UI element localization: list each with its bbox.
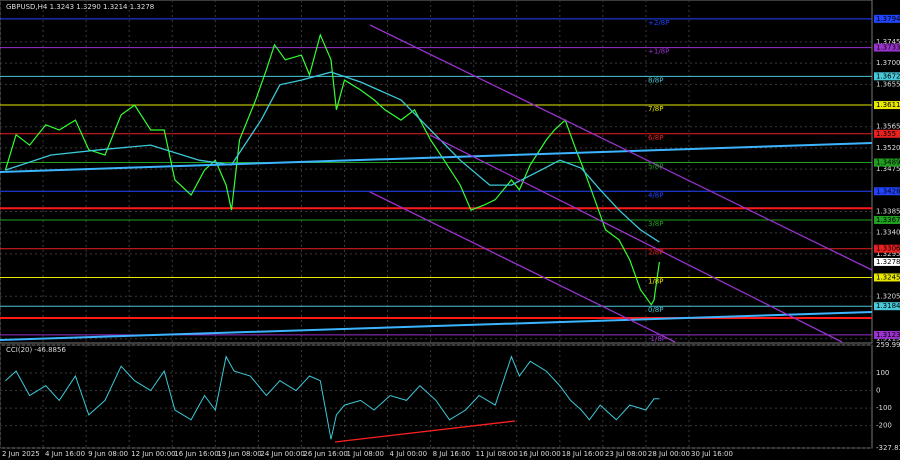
y-tick-label: 1.3385 <box>876 208 900 216</box>
level-price: 1.3245 <box>876 273 900 281</box>
y-tick-label: 1.3700 <box>876 59 900 67</box>
x-tick-label: 11 Jul 08:00 <box>476 450 518 458</box>
y-tick-label: -100 <box>876 404 892 412</box>
x-tick-label: 4 Jul 00:00 <box>390 450 428 458</box>
x-tick-label: 2 Jun 2025 <box>2 450 40 458</box>
channel-line <box>369 24 873 271</box>
y-tick-label: -200 <box>876 422 892 430</box>
level-price: 1.3672 <box>876 72 900 80</box>
x-tick-label: 26 Jun 16:00 <box>303 450 347 458</box>
level-label: +2/8P <box>648 19 669 27</box>
x-tick-label: 4 Jun 16:00 <box>45 450 85 458</box>
level-label: -1/8P <box>648 335 666 343</box>
y-tick-label: 100 <box>876 369 889 377</box>
y-tick-label: 1.3655 <box>876 80 900 88</box>
level-label: 0/8P <box>648 306 664 314</box>
level-price: 1.3794 <box>876 15 900 23</box>
x-tick-label: 23 Jul 08:00 <box>605 450 647 458</box>
y-tick-label: 0 <box>876 387 880 395</box>
level-price-box <box>874 14 900 23</box>
level-price-box <box>874 72 900 81</box>
level-price-box <box>874 43 900 52</box>
last-price-box <box>874 257 900 266</box>
x-tick-label: 24 Jun 00:00 <box>260 450 304 458</box>
y-tick-label: 1.3565 <box>876 123 900 131</box>
channel-line <box>369 191 676 343</box>
x-tick-label: 16 Jul 00:00 <box>519 450 561 458</box>
chart-title: GBPUSD,H4 1.3243 1.3290 1.3214 1.3278 <box>6 3 154 11</box>
x-tick-label: 1 Jul 08:00 <box>346 450 384 458</box>
level-label: 7/8P <box>648 105 664 113</box>
price-line <box>5 71 660 243</box>
y-tick-label: 1.3295 <box>876 250 900 258</box>
x-tick-label: 19 Jun 08:00 <box>217 450 261 458</box>
y-tick-label: 1.3205 <box>876 292 900 300</box>
y-tick-label: -327.8322 <box>876 444 900 452</box>
level-price: 1.3611 <box>876 101 900 109</box>
level-label: 6/8P <box>648 134 664 142</box>
trend-line <box>0 142 873 173</box>
main-pane <box>0 0 873 344</box>
price-line <box>4 33 660 306</box>
x-tick-label: 18 Jul 16:00 <box>562 450 604 458</box>
level-price-box <box>874 244 900 253</box>
cci-title: CCI(20) -46.8856 <box>6 346 66 354</box>
x-tick-label: 12 Jun 00:00 <box>131 450 175 458</box>
level-price: 1.3367 <box>876 216 900 224</box>
level-label: 2/8P <box>648 249 664 257</box>
level-price: 1.3123 <box>876 331 900 339</box>
y-tick-label: 259.9969 <box>876 341 900 349</box>
y-tick-label: 1.3475 <box>876 165 900 173</box>
channel-line <box>429 134 843 343</box>
level-price: 1.3733 <box>876 44 900 52</box>
level-price: 1.3184 <box>876 302 900 310</box>
level-label: +1/8P <box>648 48 669 56</box>
level-price-box <box>874 330 900 339</box>
last-price: 1.3278 <box>876 258 900 266</box>
cci-pane <box>0 344 873 449</box>
drawings <box>0 24 873 443</box>
level-label: 5/8P <box>648 163 664 171</box>
level-price: 1.3306 <box>876 245 900 253</box>
divergence-line <box>334 420 516 443</box>
level-label: 3/8P <box>648 220 664 228</box>
level-price-box <box>874 187 900 196</box>
level-price: 1.3489 <box>876 159 900 167</box>
level-price-box <box>874 273 900 282</box>
y-tick-label: 1.3340 <box>876 229 900 237</box>
x-tick-label: 16 Jun 16:00 <box>174 450 218 458</box>
y-tick-label: 1.3520 <box>876 144 900 152</box>
level-price: 1.3428 <box>876 187 900 195</box>
price-line <box>5 355 660 440</box>
level-label: 8/8P <box>648 76 664 84</box>
level-price-box <box>874 215 900 224</box>
level-label: 4/8P <box>648 191 664 199</box>
level-price-box <box>874 158 900 167</box>
level-price-box <box>874 302 900 311</box>
level-price-box <box>874 129 900 138</box>
trend-line <box>0 311 873 341</box>
x-tick-label: 30 Jul 16:00 <box>691 450 733 458</box>
level-label: 1/8P <box>648 277 664 285</box>
x-tick-label: 8 Jul 16:00 <box>433 450 471 458</box>
level-price-box <box>874 101 900 110</box>
x-tick-label: 9 Jun 08:00 <box>88 450 128 458</box>
level-price: 1.355 <box>876 130 896 138</box>
x-tick-label: 28 Jul 00:00 <box>648 450 690 458</box>
y-tick-label: 1.3745 <box>876 38 900 46</box>
